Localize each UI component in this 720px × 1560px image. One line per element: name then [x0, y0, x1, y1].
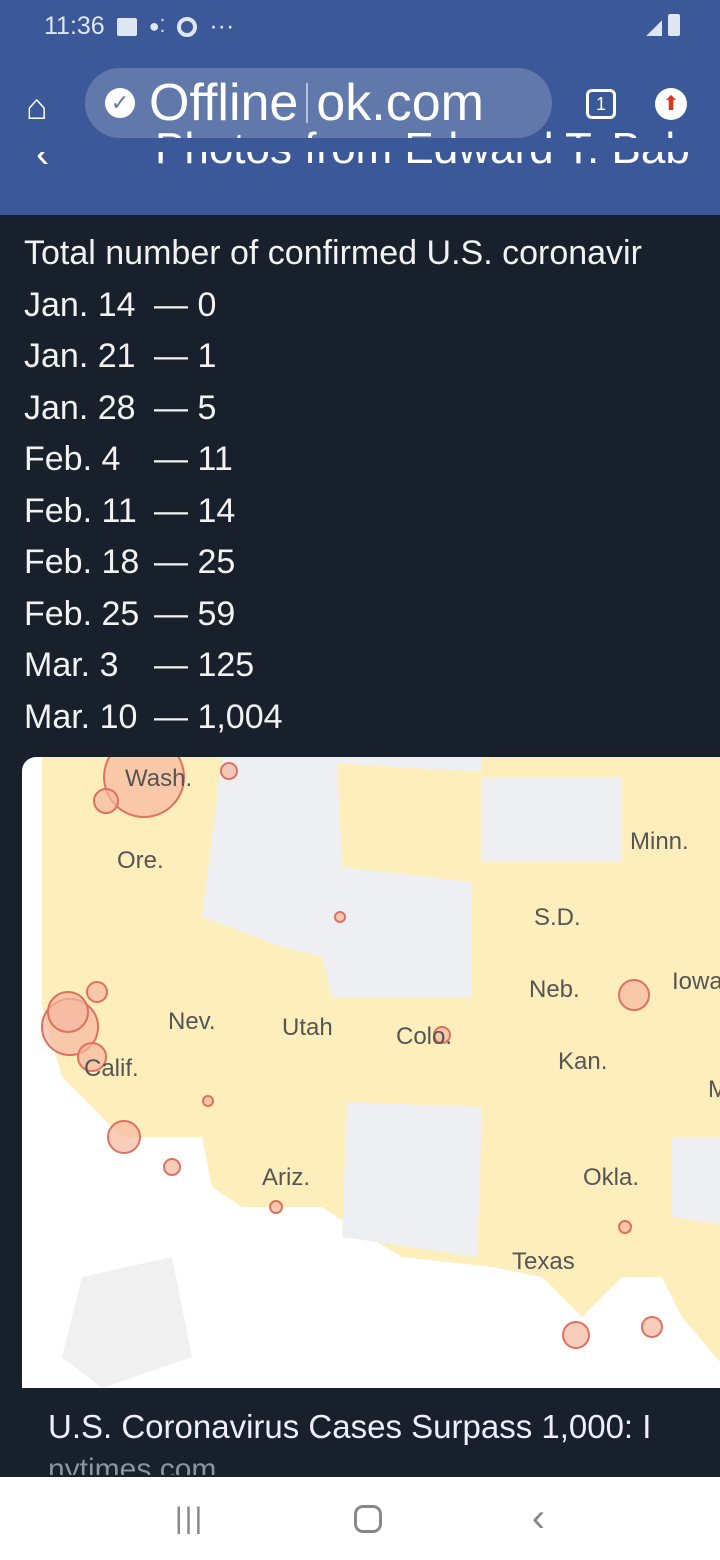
case-entry: Jan. 21— 1: [24, 331, 642, 383]
gray-states: [232, 757, 622, 862]
entry-date: Jan. 14: [24, 285, 136, 324]
map-label: Ore.: [117, 847, 164, 874]
url-bar[interactable]: ✓ Offline ok.com: [85, 68, 552, 138]
image-icon: [116, 17, 137, 36]
entry-count: 14: [197, 491, 236, 530]
signal-icon: [646, 20, 662, 36]
entry-date: Jan. 21: [24, 337, 136, 375]
url-text: ok.com: [316, 74, 484, 132]
clock: 11:36: [44, 12, 105, 40]
entry-count: 5: [197, 388, 217, 427]
entry-count: 1: [197, 337, 217, 375]
map-label: Minn.: [630, 828, 689, 855]
more-icon: ···: [209, 12, 235, 40]
entry-date: Feb. 25: [24, 594, 140, 633]
map-label: S.D.: [534, 904, 581, 931]
case-entry: Feb. 4— 11: [24, 434, 642, 486]
entry-count: 25: [197, 543, 236, 581]
gray-nm: [342, 1102, 482, 1257]
chrome-icon: [177, 16, 198, 37]
gray-wyoming: [202, 757, 472, 997]
case-entry: Jan. 28— 5: [24, 383, 642, 435]
status-right: [646, 14, 680, 36]
case-entry: Feb. 11— 14: [24, 486, 642, 538]
entry-count: 59: [197, 594, 236, 633]
assistant-icon: ●⁚: [148, 16, 166, 36]
entry-date: Feb. 4: [24, 440, 121, 478]
battery-icon: [668, 14, 680, 36]
entry-count: 125: [197, 646, 255, 684]
post-heading: Total number of confirmed U.S. coronavir: [24, 234, 642, 272]
entry-date: Mar. 3: [24, 646, 119, 684]
update-icon[interactable]: ⬆: [655, 88, 687, 120]
post-text: Total number of confirmed U.S. coronavir…: [24, 228, 642, 743]
entry-date: Jan. 28: [24, 388, 136, 427]
home-button[interactable]: ⌂: [26, 86, 48, 127]
map-label: Iowa: [672, 968, 720, 995]
header-overlap: [0, 138, 720, 152]
map-label: Ariz.: [262, 1164, 310, 1191]
browser-header: 11:36 ●⁚ ··· ⌂ ✓ Offline ok.com 1 ⬆ ‹ Ph…: [0, 0, 720, 215]
system-nav-bar: ||| ‹: [0, 1477, 720, 1560]
tabs-button[interactable]: 1: [586, 89, 616, 119]
us-map: [41, 757, 720, 1388]
map-label: M: [708, 1076, 720, 1103]
gray-east: [672, 1137, 720, 1224]
case-entry: Mar. 3— 125: [24, 640, 642, 692]
map-image[interactable]: Wash. Ore. Calif. Nev. Utah Colo. Ariz. …: [22, 757, 720, 1388]
link-source[interactable]: nytimes.com: [48, 1453, 217, 1475]
map-label: Kan.: [558, 1048, 608, 1075]
map-label: Calif.: [84, 1055, 139, 1082]
gray-alaska: [62, 1257, 192, 1388]
entry-count: 11: [197, 440, 233, 478]
divider: [306, 83, 309, 123]
map-label: Neb.: [529, 976, 580, 1003]
map-label: Okla.: [583, 1164, 640, 1191]
recent-apps-button[interactable]: |||: [174, 1501, 205, 1535]
back-nav-button[interactable]: ‹: [531, 1496, 546, 1540]
entry-count: 1,004: [197, 697, 283, 736]
offline-icon: ✓: [105, 88, 135, 118]
entry-count: 0: [197, 285, 217, 324]
map-label: Nev.: [168, 1008, 216, 1035]
url-status: Offline: [149, 74, 299, 132]
entry-date: Feb. 18: [24, 543, 140, 581]
entry-date: Mar. 10: [24, 697, 138, 736]
map-label: Colo.: [396, 1023, 453, 1050]
map-label: Texas: [512, 1248, 575, 1275]
case-circles: [41, 757, 663, 1349]
case-entry: Jan. 14— 0: [24, 280, 642, 332]
link-title[interactable]: U.S. Coronavirus Cases Surpass 1,000: I: [48, 1408, 652, 1445]
map-label: Utah: [282, 1014, 333, 1041]
case-entry: Feb. 18— 25: [24, 537, 642, 589]
home-nav-button[interactable]: [354, 1504, 383, 1533]
entry-date: Feb. 11: [24, 491, 137, 530]
map-label: Wash.: [125, 765, 193, 792]
case-entry: Feb. 25— 59: [24, 589, 642, 641]
status-bar: 11:36 ●⁚ ···: [44, 12, 234, 41]
case-entry: Mar. 10— 1,004: [24, 692, 642, 744]
